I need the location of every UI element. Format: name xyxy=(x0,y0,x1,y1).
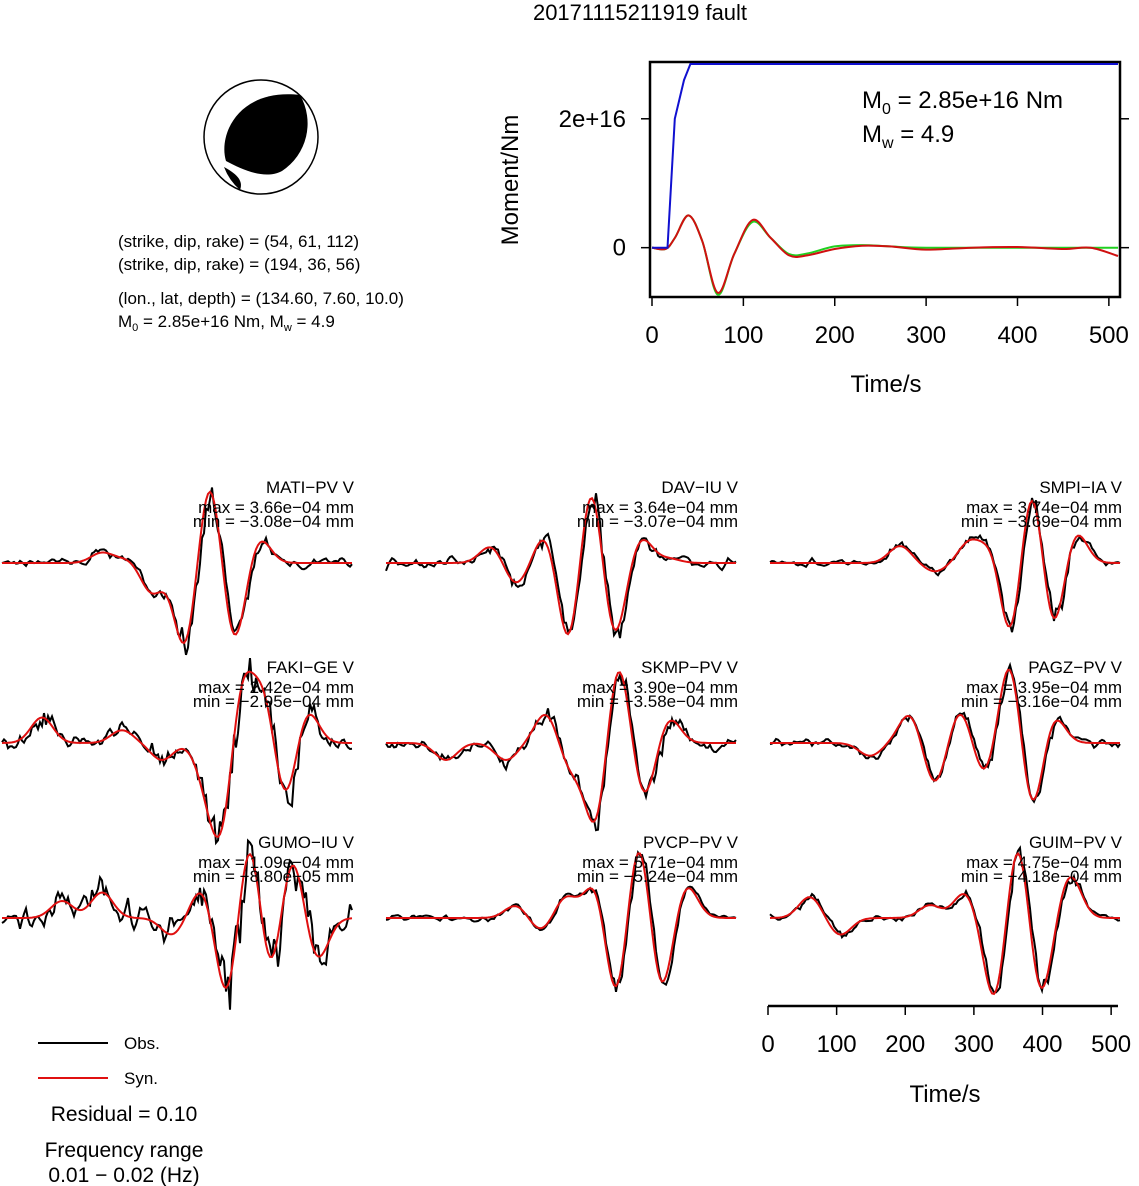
m0-annotation: M0 = 2.85e+16 Nm xyxy=(862,87,1063,118)
observed-trace xyxy=(1,658,353,846)
station-label: FAKI−GE V xyxy=(267,658,355,677)
frequency-range-value: 0.01 − 0.02 (Hz) xyxy=(48,1164,199,1186)
station-label: PAGZ−PV V xyxy=(1028,658,1122,677)
station-max: max = 3.66e−04 mm xyxy=(198,498,354,517)
station-label: GUIM−PV V xyxy=(1029,833,1123,852)
station-min: min = −3.08e−04 mm xyxy=(193,512,354,531)
nodal-plane-1: (strike, dip, rake) = (54, 61, 112) xyxy=(118,232,359,251)
waveform-time-axis: 0 100 200 300 400 500 xyxy=(761,1004,1131,1058)
moment-rate-observed-line xyxy=(651,214,1119,294)
event-location: (lon., lat, depth) = (134.60, 7.60, 10.0… xyxy=(118,289,404,308)
moment-xtick-label: 200 xyxy=(815,322,855,349)
synthetic-trace xyxy=(386,496,736,636)
waveform-xtick-label: 0 xyxy=(761,1031,774,1058)
station-max: max = 4.75e−04 mm xyxy=(966,853,1122,872)
mw-annotation: Mw = 4.9 xyxy=(862,121,954,152)
moment-axes: 0 100 200 300 400 500 2e+16 0 xyxy=(559,106,1129,349)
station-max: max = 2.42e−04 mm xyxy=(198,678,354,697)
beachball-compression-small xyxy=(224,167,241,190)
station-min: min = −2.95e−04 mm xyxy=(193,692,354,711)
moment-ytick-label: 0 xyxy=(613,235,626,262)
station-min: min = −3.16e−04 mm xyxy=(961,692,1122,711)
cumulative-moment-line xyxy=(652,63,1118,249)
legend-syn-label: Syn. xyxy=(124,1069,158,1088)
station-min: min = −3.07e−04 mm xyxy=(577,512,738,531)
synthetic-trace xyxy=(386,852,736,988)
synthetic-trace xyxy=(386,671,736,823)
station-min: min = −4.18e−04 mm xyxy=(961,867,1122,886)
moment-ytick-label: 2e+16 xyxy=(559,106,626,133)
moment-xlabel: Time/s xyxy=(850,371,921,398)
moment-rate-fit-line xyxy=(651,214,1118,296)
mechanism-info: (strike, dip, rake) = (54, 61, 112) (str… xyxy=(118,232,404,334)
moment-curves xyxy=(651,63,1119,296)
station-label: GUMO−IU V xyxy=(258,833,355,852)
waveform-xtick-label: 200 xyxy=(885,1031,925,1058)
station-max: max = 1.09e−04 mm xyxy=(198,853,354,872)
legend: Obs. Syn. Residual = 0.10 Frequency rang… xyxy=(38,1034,203,1186)
beachball xyxy=(203,79,319,195)
event-magnitude: M0 = 2.85e+16 Nm, Mw = 4.9 xyxy=(118,312,335,334)
figure-title: 20171115211919 fault xyxy=(533,0,747,25)
moment-xtick-label: 400 xyxy=(997,322,1037,349)
station-max: max = 3.95e−04 mm xyxy=(966,678,1122,697)
station-min: min = −3.58e−04 mm xyxy=(577,692,738,711)
station-label: SKMP−PV V xyxy=(641,658,739,677)
station-max: max = 3.64e−04 mm xyxy=(582,498,738,517)
station-max: max = 5.71e−04 mm xyxy=(582,853,738,872)
station-max: max = 3.90e−04 mm xyxy=(582,678,738,697)
observed-trace xyxy=(1,838,353,1010)
residual-label: Residual = 0.10 xyxy=(51,1103,198,1126)
synthetic-trace xyxy=(1,670,352,839)
moment-xtick-label: 0 xyxy=(645,322,658,349)
legend-obs-label: Obs. xyxy=(124,1034,160,1053)
waveform-xtick-label: 100 xyxy=(817,1031,857,1058)
frequency-range-title: Frequency range xyxy=(45,1139,204,1162)
synthetic-trace xyxy=(2,852,353,990)
station-label: MATI−PV V xyxy=(266,478,355,497)
beachball-compression-quadrant xyxy=(224,94,308,175)
synthetic-trace xyxy=(770,499,1120,628)
synthetic-trace xyxy=(770,668,1120,801)
waveform-xtick-label: 300 xyxy=(954,1031,994,1058)
waveform-xlabel: Time/s xyxy=(909,1081,980,1108)
synthetic-trace xyxy=(769,851,1120,996)
waveform-xtick-label: 400 xyxy=(1022,1031,1062,1058)
moment-plot-frame xyxy=(648,60,1122,299)
station-label: DAV−IU V xyxy=(661,478,738,497)
station-label: SMPI−IA V xyxy=(1039,478,1122,497)
waveform-xtick-label: 500 xyxy=(1091,1031,1131,1058)
nodal-plane-2: (strike, dip, rake) = (194, 36, 56) xyxy=(118,255,360,274)
moment-xtick-label: 500 xyxy=(1089,322,1129,349)
station-label: PVCP−PV V xyxy=(643,833,739,852)
moment-xtick-label: 300 xyxy=(906,322,946,349)
station-min: min = −8.80e−05 mm xyxy=(193,867,354,886)
moment-ylabel: Moment/Nm xyxy=(497,115,524,246)
moment-xtick-label: 100 xyxy=(723,322,763,349)
station-max: max = 3.74e−04 mm xyxy=(966,498,1122,517)
station-min: min = −5.24e−04 mm xyxy=(577,867,738,886)
station-min: min = −3.69e−04 mm xyxy=(961,512,1122,531)
synthetic-trace xyxy=(2,490,352,645)
